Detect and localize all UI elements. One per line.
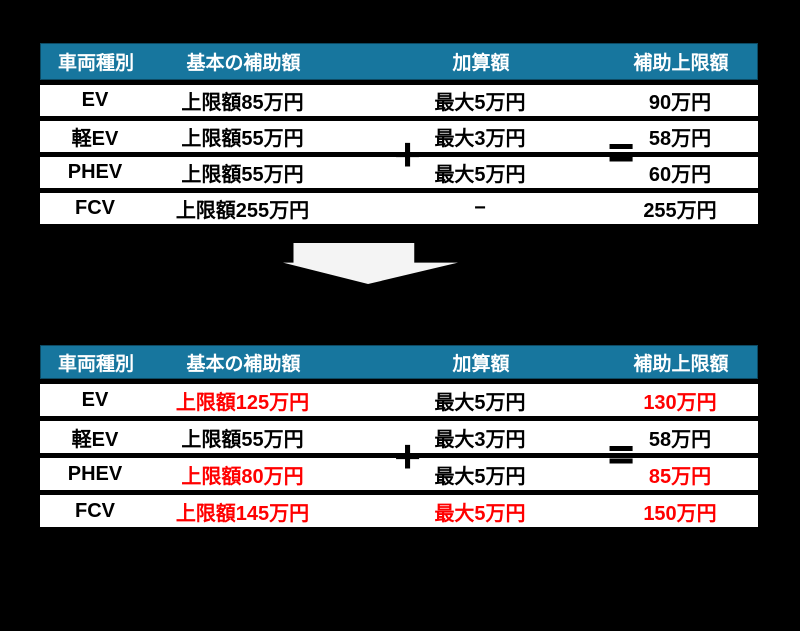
base-subsidy-cell: 上限額55万円 bbox=[181, 428, 304, 451]
table-row-phev: PHEV 上限額80万円 最大5万円 85万円 bbox=[40, 458, 758, 490]
subsidy-limit-cell: 255万円 bbox=[643, 200, 717, 222]
subsidy-limit-cell: 60万円 bbox=[648, 164, 712, 186]
addition-cell: − bbox=[474, 197, 486, 219]
addition-cell: 最大5万円 bbox=[434, 164, 526, 186]
vehicle-type-cell: FCV bbox=[75, 499, 115, 522]
subsidy-table-after: 車両種別 基本の補助額 加算額 補助上限額 EV 上限額125万円 最大5万円 … bbox=[40, 345, 758, 527]
base-subsidy-cell: 上限額145万円 bbox=[175, 502, 310, 525]
table-header: 車両種別 基本の補助額 加算額 補助上限額 bbox=[40, 345, 758, 379]
subsidy-limit-cell: 130万円 bbox=[643, 391, 717, 414]
subsidy-table-before: 車両種別 基本の補助額 加算額 補助上限額 EV 上限額85万円 最大5万円 9… bbox=[40, 43, 758, 224]
base-subsidy-cell: 上限額55万円 bbox=[181, 164, 304, 186]
column-header-subsidy-limit: 補助上限額 bbox=[633, 353, 729, 375]
table-row-phev: PHEV 上限額55万円 最大5万円 60万円 bbox=[40, 157, 758, 188]
table-header: 車両種別 基本の補助額 加算額 補助上限額 bbox=[40, 43, 758, 80]
column-header-addition: 加算額 bbox=[452, 353, 510, 375]
addition-cell: 最大3万円 bbox=[434, 428, 526, 451]
column-header-vehicle-type: 車両種別 bbox=[57, 53, 134, 74]
addition-cell: 最大3万円 bbox=[434, 128, 526, 150]
vehicle-type-cell: EV bbox=[81, 89, 109, 111]
column-header-addition: 加算額 bbox=[452, 53, 510, 74]
vehicle-type-cell: 軽EV bbox=[71, 128, 119, 150]
down-arrow-icon bbox=[283, 243, 458, 284]
vehicle-type-cell: PHEV bbox=[67, 462, 123, 485]
column-header-base-subsidy: 基本の補助額 bbox=[186, 53, 301, 74]
subsidy-limit-cell: 58万円 bbox=[648, 128, 712, 150]
table-row-fcv: FCV 上限額145万円 最大5万円 150万円 bbox=[40, 495, 758, 527]
table-row-fcv: FCV 上限額255万円 − 255万円 bbox=[40, 193, 758, 224]
base-subsidy-cell: 上限額85万円 bbox=[181, 92, 304, 114]
vehicle-type-cell: FCV bbox=[75, 197, 115, 219]
base-subsidy-cell: 上限額80万円 bbox=[181, 465, 304, 488]
column-header-subsidy-limit: 補助上限額 bbox=[633, 53, 729, 74]
base-subsidy-cell: 上限額255万円 bbox=[175, 200, 310, 222]
base-subsidy-cell: 上限額125万円 bbox=[175, 391, 310, 414]
vehicle-type-cell: EV bbox=[81, 388, 109, 411]
vehicle-type-cell: 軽EV bbox=[71, 428, 119, 451]
subsidy-limit-cell: 58万円 bbox=[648, 428, 712, 451]
subsidy-limit-cell: 85万円 bbox=[648, 465, 712, 488]
addition-cell: 最大5万円 bbox=[434, 465, 526, 488]
addition-cell: 最大5万円 bbox=[434, 92, 526, 114]
addition-cell: 最大5万円 bbox=[434, 391, 526, 414]
subsidy-limit-cell: 150万円 bbox=[643, 502, 717, 525]
table-row-ev: EV 上限額125万円 最大5万円 130万円 bbox=[40, 384, 758, 416]
vehicle-type-cell: PHEV bbox=[67, 161, 123, 183]
base-subsidy-cell: 上限額55万円 bbox=[181, 128, 304, 150]
table-row-kei-ev: 軽EV 上限額55万円 最大3万円 58万円 bbox=[40, 421, 758, 453]
table-row-kei-ev: 軽EV 上限額55万円 最大3万円 58万円 bbox=[40, 121, 758, 152]
subsidy-limit-cell: 90万円 bbox=[648, 92, 712, 114]
column-header-base-subsidy: 基本の補助額 bbox=[186, 353, 301, 375]
addition-cell: 最大5万円 bbox=[434, 502, 526, 525]
table-row-ev: EV 上限額85万円 最大5万円 90万円 bbox=[40, 85, 758, 116]
column-header-vehicle-type: 車両種別 bbox=[57, 353, 134, 375]
